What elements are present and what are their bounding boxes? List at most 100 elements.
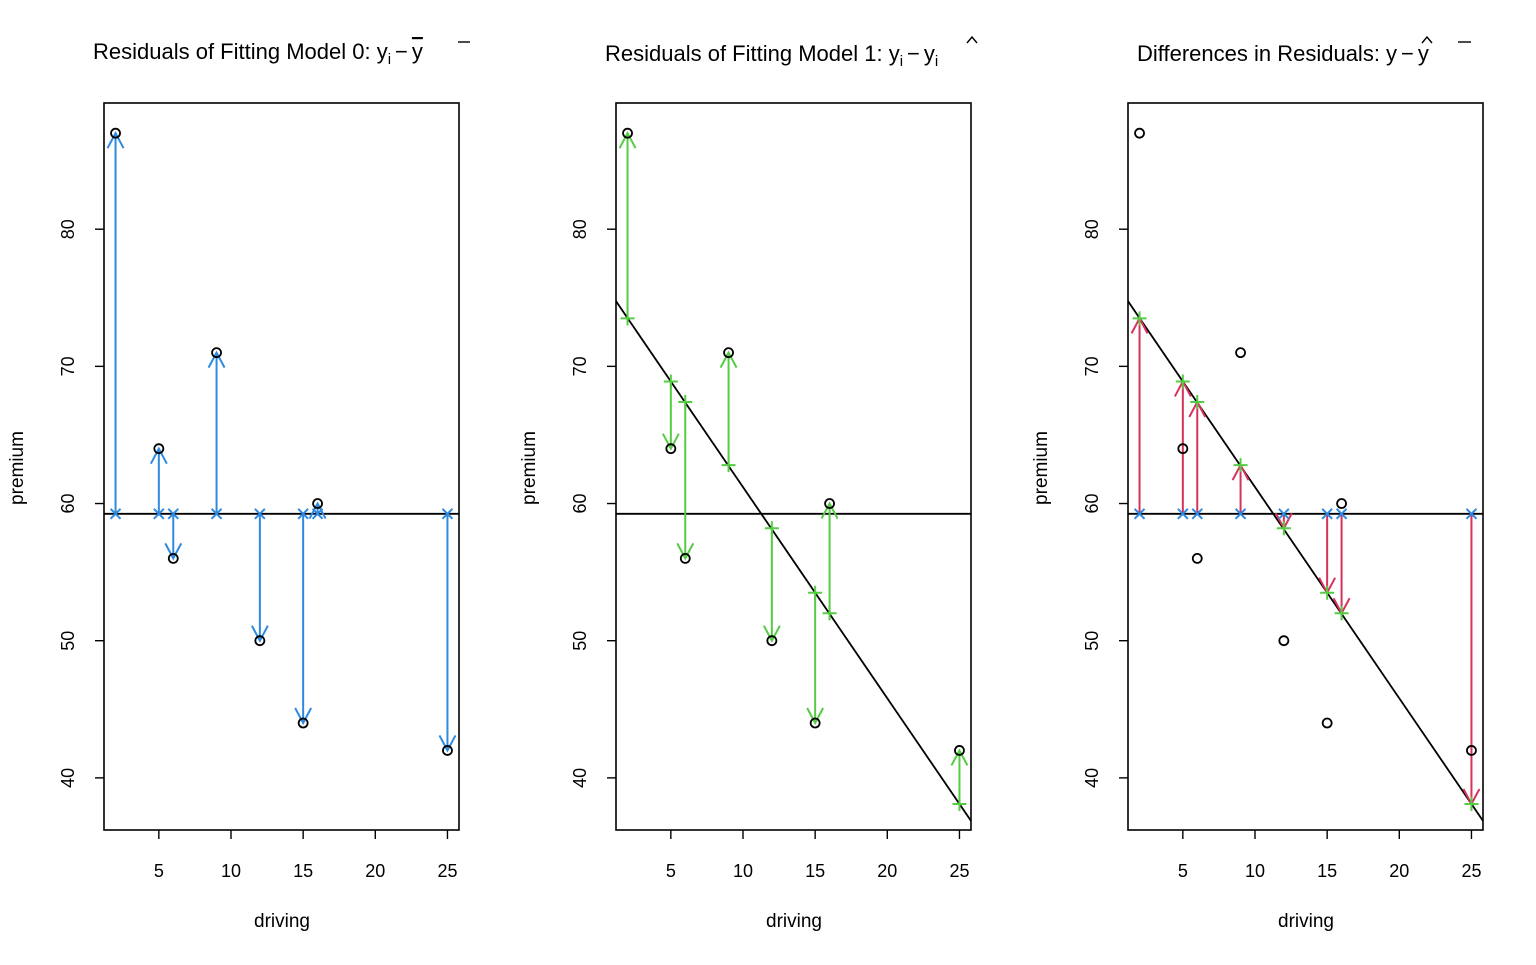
panel-2-fitted-marker [1334, 606, 1349, 621]
panel-2-data-point [1134, 127, 1145, 139]
panel-2: Differences in Residuals: y − y driving pr… [1031, 35, 1471, 932]
panel-0-inner [104, 127, 459, 756]
panel-1-residual-arrow-head [950, 748, 969, 766]
panel-2-xtick-label: 20 [1389, 861, 1409, 881]
panel-2-mean-marker [1335, 508, 1348, 520]
panel-1-data-point [622, 127, 633, 139]
panel-2-mean-marker [1278, 508, 1290, 520]
panel-1-plot: 5 10 15 20 25 40 50 60 70 80 [570, 102, 972, 881]
panel-0-ylabel: premium [7, 431, 28, 505]
panel-1-fitted-marker [808, 585, 823, 600]
panel-2-mean-marker [1465, 508, 1478, 520]
panel-0-mean-marker [254, 508, 266, 520]
panel-2-ylabel: premium [1031, 431, 1052, 505]
panel-2-mean-marker [1321, 508, 1333, 520]
panel-2-mean-marker [1191, 508, 1203, 520]
panel-0-residual-arrow-head [294, 707, 313, 726]
panel-1-fitted-marker [663, 374, 678, 389]
panel-1-regression-line [616, 300, 971, 822]
panel-0-title: Residuals of Fitting Model 0: yi − y [93, 39, 423, 68]
panel-1-xtick-label: 5 [666, 861, 676, 881]
panel-0-mean-marker [210, 508, 223, 520]
panel-0-residual-arrow-head [438, 734, 457, 753]
panel-1-ytick-label: 70 [570, 356, 590, 376]
panel-0-ytick-label: 50 [58, 631, 78, 651]
panel-1-frame [615, 102, 972, 831]
panel-1-ytick-label: 40 [570, 768, 590, 788]
panel-0-residual-arrow-head [149, 446, 168, 465]
panel-0-data-point [153, 443, 165, 455]
panel-1-data-point [954, 745, 965, 756]
panel-2-data-point [1466, 745, 1477, 756]
panel-1-xtick-label: 10 [733, 861, 753, 881]
panel-0-mean-marker [297, 508, 309, 520]
panel-2-plot: 5 10 15 20 25 40 50 60 70 80 [1082, 102, 1484, 881]
panel-2-xtick-label: 15 [1317, 861, 1337, 881]
panel-1-data-point [809, 717, 821, 729]
panel-0-mean-marker [441, 508, 454, 520]
panel-1-inner [616, 127, 971, 822]
panel-1-title: Residuals of Fitting Model 1: yi − yi [605, 41, 938, 70]
panel-2-fitted-marker [1464, 796, 1479, 811]
panel-0-ytick-label: 70 [58, 356, 78, 376]
panel-1-residual-arrow-head [661, 433, 680, 451]
panel-2-data-point [1336, 498, 1347, 509]
panel-2-ytick-label: 60 [1082, 494, 1102, 514]
panel-1-residual-arrow-head [762, 625, 781, 643]
panel-2-ytick-label: 40 [1082, 768, 1102, 788]
panel-2-mean-marker [1133, 508, 1146, 520]
panel-2-xtick-label: 5 [1178, 861, 1188, 881]
panel-1-residual-arrow-head [618, 131, 637, 149]
panel-2-data-point [1191, 553, 1203, 564]
panel-0-residual-arrow-head [207, 350, 226, 369]
panel-2-title-hat [1421, 35, 1433, 44]
panel-0-plot: 5 10 15 20 25 40 50 60 70 80 [58, 102, 460, 881]
panel-1-xlabel: driving [766, 911, 822, 932]
panel-2-data-point [1321, 717, 1333, 729]
panel-0-frame [103, 102, 460, 831]
panel-0-ytick-label: 80 [58, 219, 78, 239]
panel-1-residual-arrow-head [676, 542, 695, 561]
panel-1-fitted-marker [764, 521, 779, 536]
panel-2-mean-marker [1177, 508, 1189, 520]
panel-2-data-point [1235, 347, 1246, 359]
panel-0-residual-arrow-head [106, 131, 125, 149]
panel-0: Residuals of Fitting Model 0: yi − y drivi… [7, 39, 470, 932]
panel-0-data-point [167, 553, 179, 564]
panel-1-xtick-label: 15 [805, 861, 825, 881]
panel-0-xtick-label: 5 [154, 861, 164, 881]
panel-0-ytick-label: 60 [58, 494, 78, 514]
panel-0-data-point [110, 127, 121, 139]
panel-1-fitted-marker [721, 458, 736, 473]
panel-2-data-point [1278, 635, 1290, 647]
panel-2-xtick-label: 25 [1461, 861, 1481, 881]
panel-1-fitted-marker [952, 796, 967, 811]
panel-1-ytick-label: 60 [570, 494, 590, 514]
panel-0-ytick-label: 40 [58, 768, 78, 788]
panel-1-residual-arrow-head [806, 707, 825, 726]
panel-2-fitted-marker [1233, 458, 1248, 473]
panel-0-mean-marker [153, 508, 165, 520]
panel-0-xtick-label: 10 [221, 861, 241, 881]
panel-0-xlabel: driving [254, 911, 310, 932]
panel-2-mean-marker [1234, 508, 1247, 520]
panel-2-xlabel: driving [1278, 911, 1334, 932]
panel-2-fitted-marker [1175, 374, 1190, 389]
panel-2-data-point [1177, 443, 1189, 455]
panel-1-data-point [824, 498, 835, 509]
panel-1-data-point [723, 347, 734, 359]
panel-1-title-hat [966, 35, 978, 44]
panel-1-data-point [766, 635, 778, 647]
panel-2-fitted-marker [1190, 395, 1205, 410]
panel-1-residual-arrow-head [820, 501, 839, 520]
panel-1-fitted-marker [678, 395, 693, 410]
panel-0-residual-arrow-head [164, 542, 183, 561]
panel-1-data-point [665, 443, 677, 455]
panel-2-ytick-label: 50 [1082, 631, 1102, 651]
panel-2-inner [1128, 127, 1483, 822]
panel-0-xtick-label: 25 [437, 861, 457, 881]
plot-marks: 5 10 15 20 25 40 50 60 70 80 5 10 15 20 25 40 50 60 70 80 5 1… [58, 102, 1484, 881]
panel-0-data-point [442, 745, 453, 756]
